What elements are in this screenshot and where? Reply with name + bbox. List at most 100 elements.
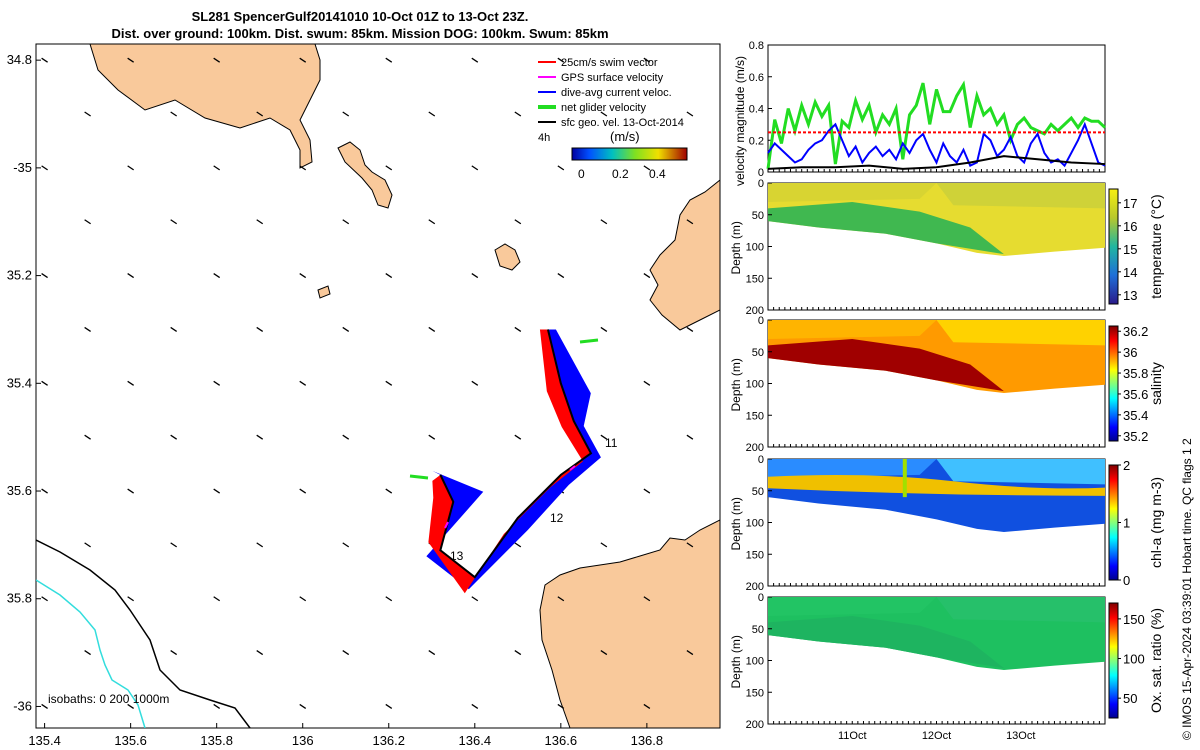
chl-spike: [902, 459, 907, 498]
colorbar-tick-label: 17: [1123, 196, 1137, 211]
geo-arrow: [127, 488, 135, 494]
section-surface-right: [936, 320, 1105, 346]
geo-arrow: [170, 219, 178, 225]
section-colorbar-label: chl-a (mg m-3): [1148, 477, 1164, 568]
section-ytick-label: 0: [758, 592, 764, 604]
geo-arrow: [385, 57, 393, 63]
colorbar-tick-2: 0.4: [649, 167, 666, 181]
section-ytick-label: 0: [758, 178, 764, 190]
colorbar-tick-0: 0: [578, 167, 585, 181]
velocity-ytick-label: 0.6: [749, 72, 764, 84]
geo-arrow: [428, 434, 436, 440]
land-kangaroo-island-east: [649, 179, 720, 331]
geo-arrow: [170, 111, 178, 117]
map-ytick-label: 35.4: [7, 375, 32, 390]
gps-velocity-marks: [444, 465, 576, 529]
geo-arrow: [342, 111, 350, 117]
isobaths-label: isobaths: 0 200 1000m: [48, 692, 169, 706]
geo-arrow: [643, 57, 651, 63]
geo-arrow: [643, 703, 651, 709]
geo-arrow: [127, 596, 135, 602]
geo-arrow: [643, 488, 651, 494]
chart-title-line1: SL281 SpencerGulf20141010 10-Oct 01Z to …: [191, 9, 529, 24]
section-ytick-label: 0: [758, 454, 764, 466]
geo-arrow: [557, 165, 565, 171]
colorbar-tick-label: 35.8: [1123, 366, 1148, 381]
geo-arrow: [127, 57, 135, 63]
geo-arrow: [84, 542, 91, 548]
geo-arrow: [213, 488, 221, 494]
geo-arrow: [686, 650, 694, 656]
geo-arrow: [428, 111, 436, 117]
velocity-series: [766, 80, 1107, 170]
section-colorbar-label: temperature (°C): [1148, 194, 1164, 298]
geo-arrow: [600, 326, 608, 332]
land-island-2: [494, 243, 521, 271]
section-ytick-label: 150: [746, 549, 764, 561]
geo-arrow: [299, 273, 307, 279]
map-xtick-label: 136: [292, 733, 314, 748]
geo-arrow: [256, 650, 264, 656]
geo-arrow: [643, 380, 651, 386]
colorbar-tick-label: 14: [1123, 265, 1137, 280]
geo-arrow: [385, 165, 393, 171]
geo-arrow: [471, 57, 479, 63]
section-deep-layer: [768, 202, 1004, 255]
swim-vector-patch: [428, 329, 591, 594]
colorbar-tick-1: 0.2: [612, 167, 629, 181]
geo-arrow: [299, 380, 307, 386]
track-label-11: 11: [605, 436, 618, 450]
geo-arrow: [471, 596, 479, 602]
section-ytick-label: 100: [746, 379, 764, 391]
map-ytick-label: 35.8: [7, 591, 32, 606]
section-ylabel: Depth (m): [729, 358, 743, 411]
geo-arrow: [686, 542, 694, 548]
geo-arrow: [557, 596, 565, 602]
geo-arrow: [557, 57, 565, 63]
geo-arrow: [127, 273, 135, 279]
geo-arrow: [84, 650, 91, 656]
section-surface-right: [936, 183, 1105, 209]
geo-arrow: [600, 219, 608, 225]
section-colorbar-label: Ox. sat. ratio (%): [1148, 608, 1164, 713]
geo-arrow: [213, 703, 221, 709]
section-ytick-label: 200: [746, 442, 764, 454]
map-land: 11 12 13: [36, 44, 720, 728]
section-ytick-label: 50: [752, 347, 764, 359]
colorbar-tick-label: 150: [1123, 612, 1145, 627]
section-surface: [768, 183, 937, 203]
geo-arrow: [213, 596, 221, 602]
map-ytick-label: 35.2: [7, 268, 32, 283]
section-ytick-label: 50: [752, 486, 764, 498]
section-ytick-label: 0: [758, 315, 764, 327]
geo-arrow: [514, 650, 522, 656]
geo-arrow: [41, 703, 48, 709]
net-velocity-marks: [409, 338, 599, 480]
geo-arrow: [299, 488, 307, 494]
map-xtick-label: 136.2: [372, 733, 405, 748]
velocity-panel: 0 0.2 0.4 0.6 0.8 velocity magnitude (m/s): [733, 40, 1107, 186]
geo-arrow: [643, 596, 651, 602]
section-deep-layer: [768, 339, 1004, 392]
section-ylabel: Depth (m): [729, 221, 743, 274]
section-panel-0: 0 50 100 150 200 Depth (m) 17 16 15 14 13 temperatu…: [729, 178, 1164, 317]
geo-arrow: [514, 219, 522, 225]
map-legend: 25cm/s swim vector GPS surface velocity …: [538, 57, 688, 181]
velocity-ylabel: velocity magnitude (m/s): [733, 56, 747, 186]
geo-arrow: [213, 380, 221, 386]
geo-arrow: [342, 326, 350, 332]
section-colorbar: [1108, 188, 1119, 305]
map-xtick-label: 136.8: [631, 733, 664, 748]
colorbar-tick-label: 1: [1123, 516, 1130, 531]
geo-arrow: [41, 165, 48, 171]
geo-arrow: [256, 111, 264, 117]
geo-arrow: [428, 326, 436, 332]
geo-arrow: [643, 165, 651, 171]
geo-arrow: [256, 326, 264, 332]
map-xtick-label: 136.4: [459, 733, 492, 748]
geo-arrow: [471, 380, 479, 386]
legend-current-label: dive-avg current veloc.: [561, 87, 672, 99]
